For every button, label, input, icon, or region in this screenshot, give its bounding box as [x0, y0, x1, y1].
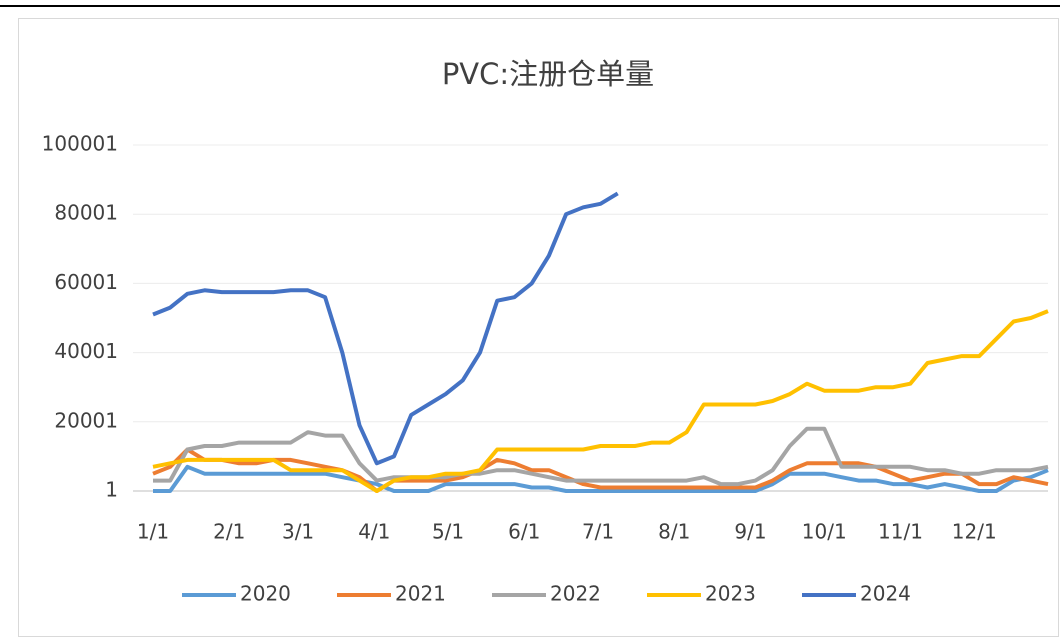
- x-tick-label: 12/1: [952, 520, 997, 544]
- x-tick-label: 9/1: [734, 520, 766, 544]
- legend-label: 2023: [705, 582, 756, 606]
- legend-label: 2021: [395, 582, 446, 606]
- y-tick-label: 1: [105, 478, 118, 502]
- y-tick-label: 100001: [42, 132, 118, 156]
- y-tick-label: 40001: [54, 339, 118, 363]
- series-line: [152, 447, 1049, 493]
- y-tick-label: 20001: [54, 408, 118, 432]
- series-line: [152, 309, 1049, 493]
- x-tick-label: 7/1: [582, 520, 614, 544]
- series-line: [152, 191, 619, 466]
- chart-frame: [18, 18, 1059, 637]
- x-tick-label: 10/1: [802, 520, 847, 544]
- x-tick-label: 6/1: [508, 520, 540, 544]
- x-tick-label: 2/1: [213, 520, 245, 544]
- series-line: [153, 464, 1049, 493]
- x-tick-label: 8/1: [658, 520, 690, 544]
- legend-label: 2022: [550, 582, 601, 606]
- y-tick-label: 80001: [54, 201, 118, 225]
- series-line: [153, 426, 1049, 487]
- x-tick-label: 1/1: [137, 520, 169, 544]
- x-tick-label: 11/1: [878, 520, 923, 544]
- x-tick-label: 3/1: [282, 520, 314, 544]
- legend-label: 2020: [240, 582, 291, 606]
- x-tick-label: 4/1: [358, 520, 390, 544]
- x-tick-label: 5/1: [432, 520, 464, 544]
- chart-title: PVC:注册仓单量: [442, 57, 654, 91]
- y-tick-label: 60001: [54, 270, 118, 294]
- legend-label: 2024: [860, 582, 911, 606]
